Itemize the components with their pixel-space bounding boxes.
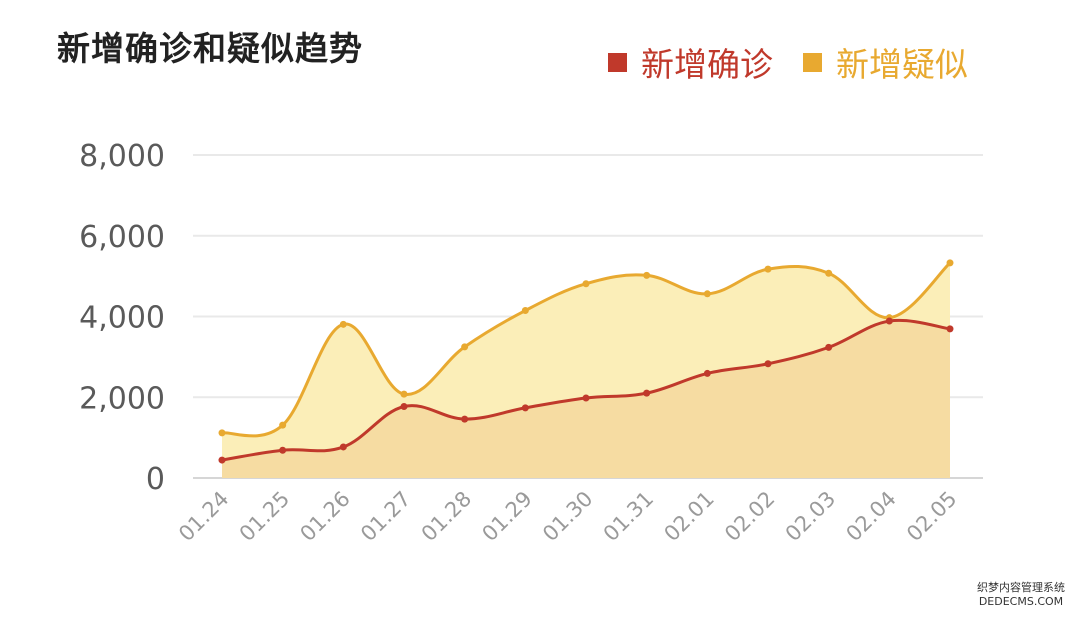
x-tick-label: 01.29 (477, 487, 536, 546)
x-tick-label: 01.24 (174, 487, 233, 546)
data-point-confirmed (643, 389, 651, 397)
data-point-confirmed (825, 343, 833, 351)
x-tick-label: 02.05 (902, 487, 961, 546)
x-tick-label: 01.28 (417, 487, 476, 546)
data-point-suspected (279, 421, 287, 429)
data-point-suspected (825, 269, 833, 277)
data-point-confirmed (461, 415, 469, 423)
data-point-confirmed (764, 360, 772, 368)
x-tick-label: 02.04 (841, 487, 900, 546)
data-point-suspected (218, 429, 226, 437)
x-tick-label: 01.26 (295, 487, 354, 546)
x-tick-label: 01.27 (356, 487, 415, 546)
data-point-suspected (764, 265, 772, 273)
x-tick-label: 02.01 (659, 487, 718, 546)
legend: 新增确诊 新增疑似 (608, 38, 998, 86)
x-tick-label: 02.02 (720, 487, 779, 546)
legend-swatch-confirmed (608, 52, 627, 72)
y-tick-label: 8,000 (79, 139, 165, 174)
watermark-line1: 织梦内容管理系统 (977, 581, 1065, 594)
data-point-confirmed (521, 404, 529, 412)
y-tick-label: 2,000 (79, 381, 165, 416)
watermark-line2: DEDECMS.COM (978, 595, 1064, 608)
y-tick-label: 4,000 (79, 301, 165, 336)
watermark: 织梦内容管理系统 DEDECMS.COM (973, 579, 1069, 611)
data-point-suspected (703, 290, 711, 298)
data-point-suspected (400, 390, 408, 398)
data-point-confirmed (582, 394, 590, 402)
legend-swatch-suspected (803, 52, 822, 72)
legend-item-confirmed[interactable]: 新增确诊 (608, 38, 773, 86)
legend-label-confirmed: 新增确诊 (641, 45, 773, 84)
data-point-suspected (643, 271, 651, 279)
data-point-suspected (946, 259, 954, 267)
data-point-confirmed (400, 402, 408, 410)
x-tick-label: 01.30 (538, 487, 597, 546)
data-point-suspected (461, 343, 469, 351)
data-point-confirmed (703, 369, 711, 377)
data-point-confirmed (279, 446, 287, 454)
data-point-confirmed (885, 317, 893, 325)
legend-item-suspected[interactable]: 新增疑似 (803, 38, 968, 86)
x-tick-label: 01.25 (235, 487, 294, 546)
data-point-suspected (521, 307, 529, 315)
data-point-confirmed (946, 325, 954, 333)
y-tick-label: 6,000 (79, 220, 165, 255)
legend-label-suspected: 新增疑似 (836, 45, 968, 84)
data-point-suspected (339, 320, 347, 328)
data-point-confirmed (339, 443, 347, 451)
chart-title: 新增确诊和疑似趋势 (57, 29, 363, 68)
x-tick-label: 01.31 (599, 487, 658, 546)
data-point-confirmed (218, 456, 226, 464)
data-point-suspected (582, 280, 590, 288)
y-tick-label: 0 (146, 462, 165, 497)
x-tick-label: 02.03 (781, 487, 840, 546)
